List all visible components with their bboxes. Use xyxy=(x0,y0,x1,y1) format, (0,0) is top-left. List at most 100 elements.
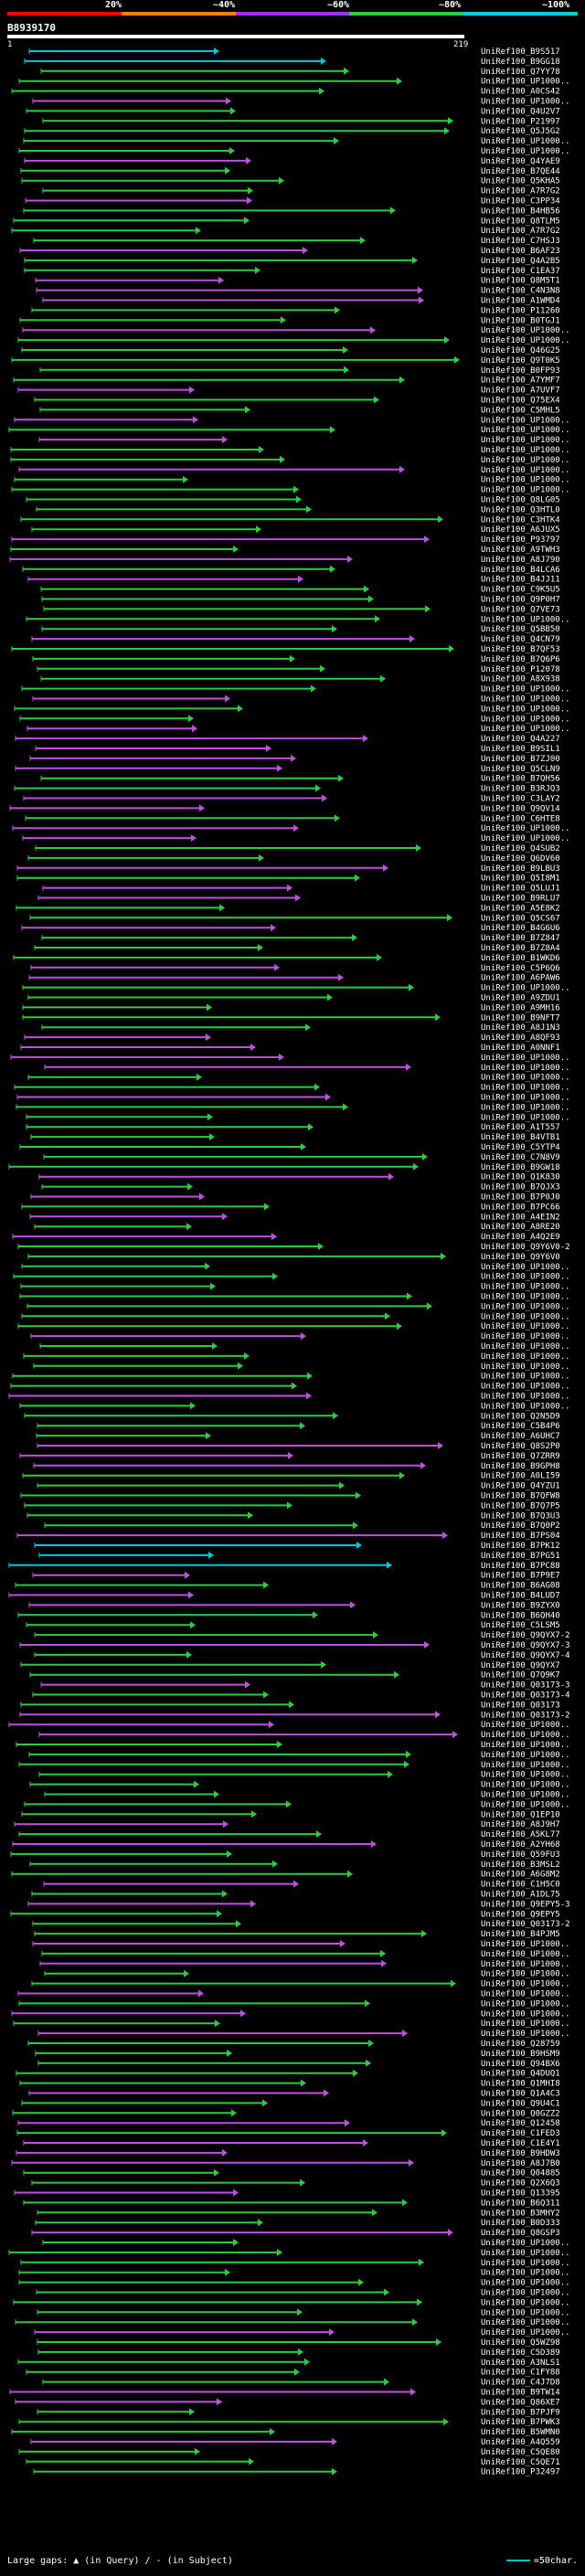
hit-row[interactable]: UniRef100_UP1000.. xyxy=(37,2030,570,2039)
hit-row[interactable]: UniRef100_UP1000.. xyxy=(18,77,570,87)
hit-row[interactable]: UniRef100_UP1000.. xyxy=(17,1989,570,1999)
hit-label[interactable]: UniRef100_Q03173-3 xyxy=(481,1681,570,1691)
hit-row[interactable]: UniRef100_A4Q2E9 xyxy=(12,1233,560,1242)
hit-row[interactable]: UniRef100_Q86XE7 xyxy=(15,2398,560,2407)
hit-label[interactable]: UniRef100_A7R7G2 xyxy=(481,227,560,236)
hit-label[interactable]: UniRef100_B7PS04 xyxy=(481,1532,560,1541)
hit-row[interactable]: UniRef100_UP1000.. xyxy=(32,1940,570,1949)
hit-label[interactable]: UniRef100_UP1000.. xyxy=(481,1751,570,1760)
hit-row[interactable]: UniRef100_UP1000.. xyxy=(23,137,570,146)
hit-label[interactable]: UniRef100_UP1000.. xyxy=(481,2308,570,2317)
hit-row[interactable]: UniRef100_Q2X6Q3 xyxy=(31,2178,560,2189)
hit-row[interactable]: UniRef100_A4EIN2 xyxy=(29,1213,560,1222)
hit-label[interactable]: UniRef100_P32497 xyxy=(481,2468,560,2477)
hit-label[interactable]: UniRef100_B7ZJ00 xyxy=(481,755,560,764)
hit-row[interactable]: UniRef100_Q03173-3 xyxy=(40,1680,570,1691)
hit-label[interactable]: UniRef100_B7P0J0 xyxy=(481,1193,560,1203)
hit-label[interactable]: UniRef100_B9TW14 xyxy=(481,2389,560,2398)
hit-label[interactable]: UniRef100_UP1000.. xyxy=(481,1940,570,1949)
hit-row[interactable]: UniRef100_A9ZDU1 xyxy=(27,993,560,1003)
hit-row[interactable]: UniRef100_B7ZJ00 xyxy=(29,754,560,764)
hit-row[interactable]: UniRef100_B0D333 xyxy=(35,2219,560,2228)
hit-label[interactable]: UniRef100_Q4CN79 xyxy=(481,635,560,644)
hit-label[interactable]: UniRef100_UP1000.. xyxy=(481,2318,570,2327)
hit-row[interactable]: UniRef100_UP1000.. xyxy=(12,824,570,833)
hit-label[interactable]: UniRef100_Q7VE73 xyxy=(481,605,560,614)
hit-row[interactable]: UniRef100_Q4DUQ1 xyxy=(16,2069,560,2079)
hit-label[interactable]: UniRef100_A7YMF7 xyxy=(481,376,560,386)
hit-row[interactable]: UniRef100_A6UHC7 xyxy=(36,1432,560,1441)
hit-label[interactable]: UniRef100_UP1000.. xyxy=(481,456,570,465)
hit-row[interactable]: UniRef100_Q9QYX7-4 xyxy=(34,1650,570,1660)
hit-label[interactable]: UniRef100_Q9EPY5 xyxy=(481,1910,560,1919)
hit-row[interactable]: UniRef100_B6Q311 xyxy=(23,2199,560,2208)
hit-label[interactable]: UniRef100_UP1000.. xyxy=(481,1064,570,1073)
hit-label[interactable]: UniRef100_B9HDW3 xyxy=(481,2149,560,2158)
hit-row[interactable]: UniRef100_Q5LUJ1 xyxy=(42,884,560,894)
hit-row[interactable]: UniRef100_UP1000.. xyxy=(18,1999,570,2009)
hit-label[interactable]: UniRef100_UP1000.. xyxy=(481,1950,570,1959)
hit-label[interactable]: UniRef100_C5MHL5 xyxy=(481,406,560,415)
hit-row[interactable]: UniRef100_C5QE80 xyxy=(18,2447,560,2457)
hit-row[interactable]: UniRef100_Q8M5T1 xyxy=(35,276,560,286)
hit-row[interactable]: UniRef100_Q9Y6V0 xyxy=(27,1252,560,1262)
hit-row[interactable]: UniRef100_A6PAW6 xyxy=(28,973,560,983)
hit-label[interactable]: UniRef100_B9GW18 xyxy=(481,1163,560,1172)
hit-label[interactable]: UniRef100_UP1000.. xyxy=(481,1302,570,1311)
hit-label[interactable]: UniRef100_A4EIN2 xyxy=(481,1213,560,1222)
hit-label[interactable]: UniRef100_UP1000.. xyxy=(481,2009,570,2019)
hit-label[interactable]: UniRef100_B7Q0P2 xyxy=(481,1521,560,1531)
hit-row[interactable]: UniRef100_A1WMD4 xyxy=(42,296,560,306)
hit-row[interactable]: UniRef100_C7N8V9 xyxy=(43,1152,560,1162)
hit-row[interactable]: UniRef100_A5KL77 xyxy=(18,1830,560,1839)
hit-row[interactable]: UniRef100_UP1000.. xyxy=(18,1760,570,1770)
hit-label[interactable]: UniRef100_B7Q6P6 xyxy=(481,655,560,664)
hit-row[interactable]: UniRef100_UP1000.. xyxy=(14,416,570,425)
hit-row[interactable]: UniRef100_B9HDW3 xyxy=(16,2148,560,2158)
hit-label[interactable]: UniRef100_Q59FU3 xyxy=(481,1850,560,1860)
hit-row[interactable]: UniRef100_UP1000.. xyxy=(19,1292,570,1302)
hit-label[interactable]: UniRef100_C7N8V9 xyxy=(481,1153,560,1162)
hit-label[interactable]: UniRef100_C5QE71 xyxy=(481,2458,560,2467)
hit-row[interactable]: UniRef100_B9HSM9 xyxy=(35,2049,560,2059)
hit-label[interactable]: UniRef100_B9NFT7 xyxy=(481,1013,560,1023)
hit-row[interactable]: UniRef100_Q4U2V7 xyxy=(26,107,560,116)
hit-label[interactable]: UniRef100_A7R7G2 xyxy=(481,187,560,196)
hit-row[interactable]: UniRef100_UP1000.. xyxy=(38,1770,570,1780)
hit-label[interactable]: UniRef100_Q9QYX7-3 xyxy=(481,1641,570,1650)
hit-row[interactable]: UniRef100_UP1000.. xyxy=(18,465,570,475)
hit-row[interactable]: UniRef100_UP1000.. xyxy=(8,1392,570,1402)
hit-label[interactable]: UniRef100_Q8LG05 xyxy=(481,496,560,505)
hit-row[interactable]: UniRef100_Q03173 xyxy=(20,1701,560,1710)
hit-label[interactable]: UniRef100_UP1000.. xyxy=(481,695,570,705)
hit-label[interactable]: UniRef100_Q4DUQ1 xyxy=(481,2070,560,2079)
hit-row[interactable]: UniRef100_C5YTP4 xyxy=(19,1143,560,1152)
hit-row[interactable]: UniRef100_Q5CS67 xyxy=(29,914,560,923)
hit-label[interactable]: UniRef100_B4PJM5 xyxy=(481,1930,560,1939)
hit-row[interactable]: UniRef100_C5MHL5 xyxy=(39,406,560,415)
hit-row[interactable]: UniRef100_Q5CLN9 xyxy=(15,764,560,774)
hit-row[interactable]: UniRef100_UP1000.. xyxy=(27,1302,570,1311)
hit-row[interactable]: UniRef100_B1WKD6 xyxy=(13,953,560,963)
hit-row[interactable]: UniRef100_A7R7G2 xyxy=(42,186,560,196)
hit-label[interactable]: UniRef100_UP1000.. xyxy=(481,2328,570,2337)
hit-label[interactable]: UniRef100_B9HSM9 xyxy=(481,2050,560,2059)
hit-row[interactable]: UniRef100_UP1000.. xyxy=(18,2268,570,2278)
hit-label[interactable]: UniRef100_A8J7B0 xyxy=(481,2159,560,2168)
hit-row[interactable]: UniRef100_UP1000.. xyxy=(19,715,570,724)
hit-row[interactable]: UniRef100_C5D389 xyxy=(37,2348,560,2358)
hit-row[interactable]: UniRef100_Q9EPY5-3 xyxy=(27,1900,570,1909)
hit-label[interactable]: UniRef100_B7PJF9 xyxy=(481,2408,560,2417)
hit-row[interactable]: UniRef100_A0NNF1 xyxy=(20,1044,560,1053)
hit-row[interactable]: UniRef100_B7Z8A4 xyxy=(34,944,560,953)
hit-row[interactable]: UniRef100_Q04885 xyxy=(23,2168,560,2178)
hit-label[interactable]: UniRef100_Q3HTL0 xyxy=(481,505,560,514)
hit-label[interactable]: UniRef100_Q1A4C3 xyxy=(481,2090,560,2099)
hit-label[interactable]: UniRef100_C5YTP4 xyxy=(481,1143,560,1152)
hit-label[interactable]: UniRef100_UP1000.. xyxy=(481,1990,570,1999)
hit-label[interactable]: UniRef100_UP1000.. xyxy=(481,1970,570,1979)
hit-row[interactable]: UniRef100_Q6DV60 xyxy=(27,853,560,864)
hit-label[interactable]: UniRef100_Q8TLM5 xyxy=(481,217,560,226)
hit-label[interactable]: UniRef100_UP1000.. xyxy=(481,2279,570,2288)
hit-row[interactable]: UniRef100_A1DL75 xyxy=(31,1890,560,1900)
